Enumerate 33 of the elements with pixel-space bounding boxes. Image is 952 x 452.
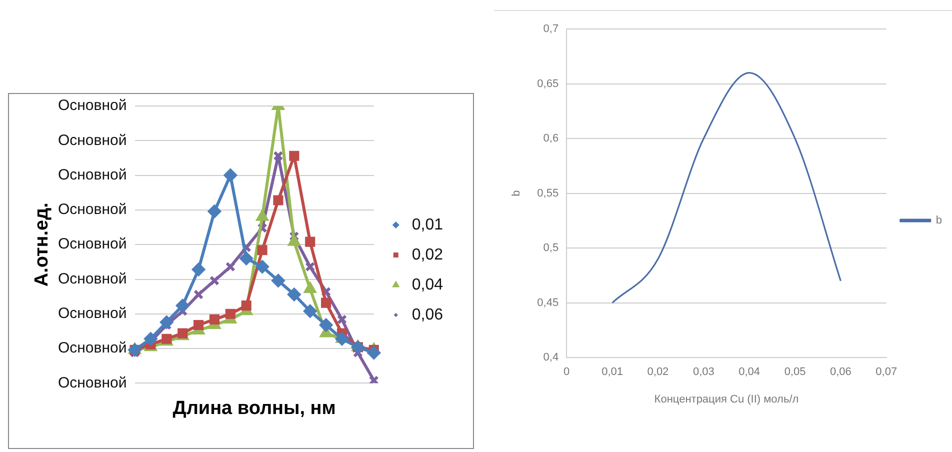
x-axis-title: Концентрация Cu (II) моль/л: [654, 393, 799, 406]
x-tick-label: 0,04: [738, 366, 760, 378]
y-tick-label: 0,55: [537, 187, 559, 200]
x-axis-title: Длина волны, нм: [172, 398, 336, 419]
y-tick-label: 0,65: [537, 78, 559, 90]
legend-label: 0,02: [412, 246, 444, 264]
legend-label: 0,01: [412, 216, 444, 234]
y-axis-title: b: [510, 190, 523, 196]
y-tick-label: 0,7: [543, 23, 559, 36]
y-tick-label: 0,6: [543, 132, 559, 145]
y-tick-label: 0,45: [537, 296, 559, 309]
text: Основной: [58, 270, 127, 288]
text: Основной: [58, 132, 127, 149]
y-tick-label: 0,5: [543, 242, 559, 254]
x-tick-label: 0,01: [602, 366, 623, 378]
x-tick-label: 0,07: [876, 366, 898, 378]
x-tick-label: 0,06: [830, 366, 852, 378]
text: Основной: [58, 374, 127, 392]
text: Основной: [58, 340, 127, 357]
text: Основной: [58, 97, 127, 114]
x-tick-label: 0,02: [647, 366, 669, 378]
text: Основной: [58, 201, 127, 218]
text: Основной: [58, 305, 127, 322]
legend-label: b: [936, 214, 942, 227]
y-tick-label: 0,4: [543, 352, 559, 364]
text: Основной: [58, 166, 127, 184]
x-tick-label: 0,05: [784, 366, 806, 378]
legend-label: 0,04: [412, 276, 444, 294]
text: Основной: [58, 236, 127, 253]
legend-label: 0,06: [412, 306, 444, 324]
x-tick-label: 0,03: [692, 366, 714, 378]
x-tick-label: 0: [564, 366, 570, 378]
y-axis-title: А.отн.ед.: [32, 202, 53, 287]
